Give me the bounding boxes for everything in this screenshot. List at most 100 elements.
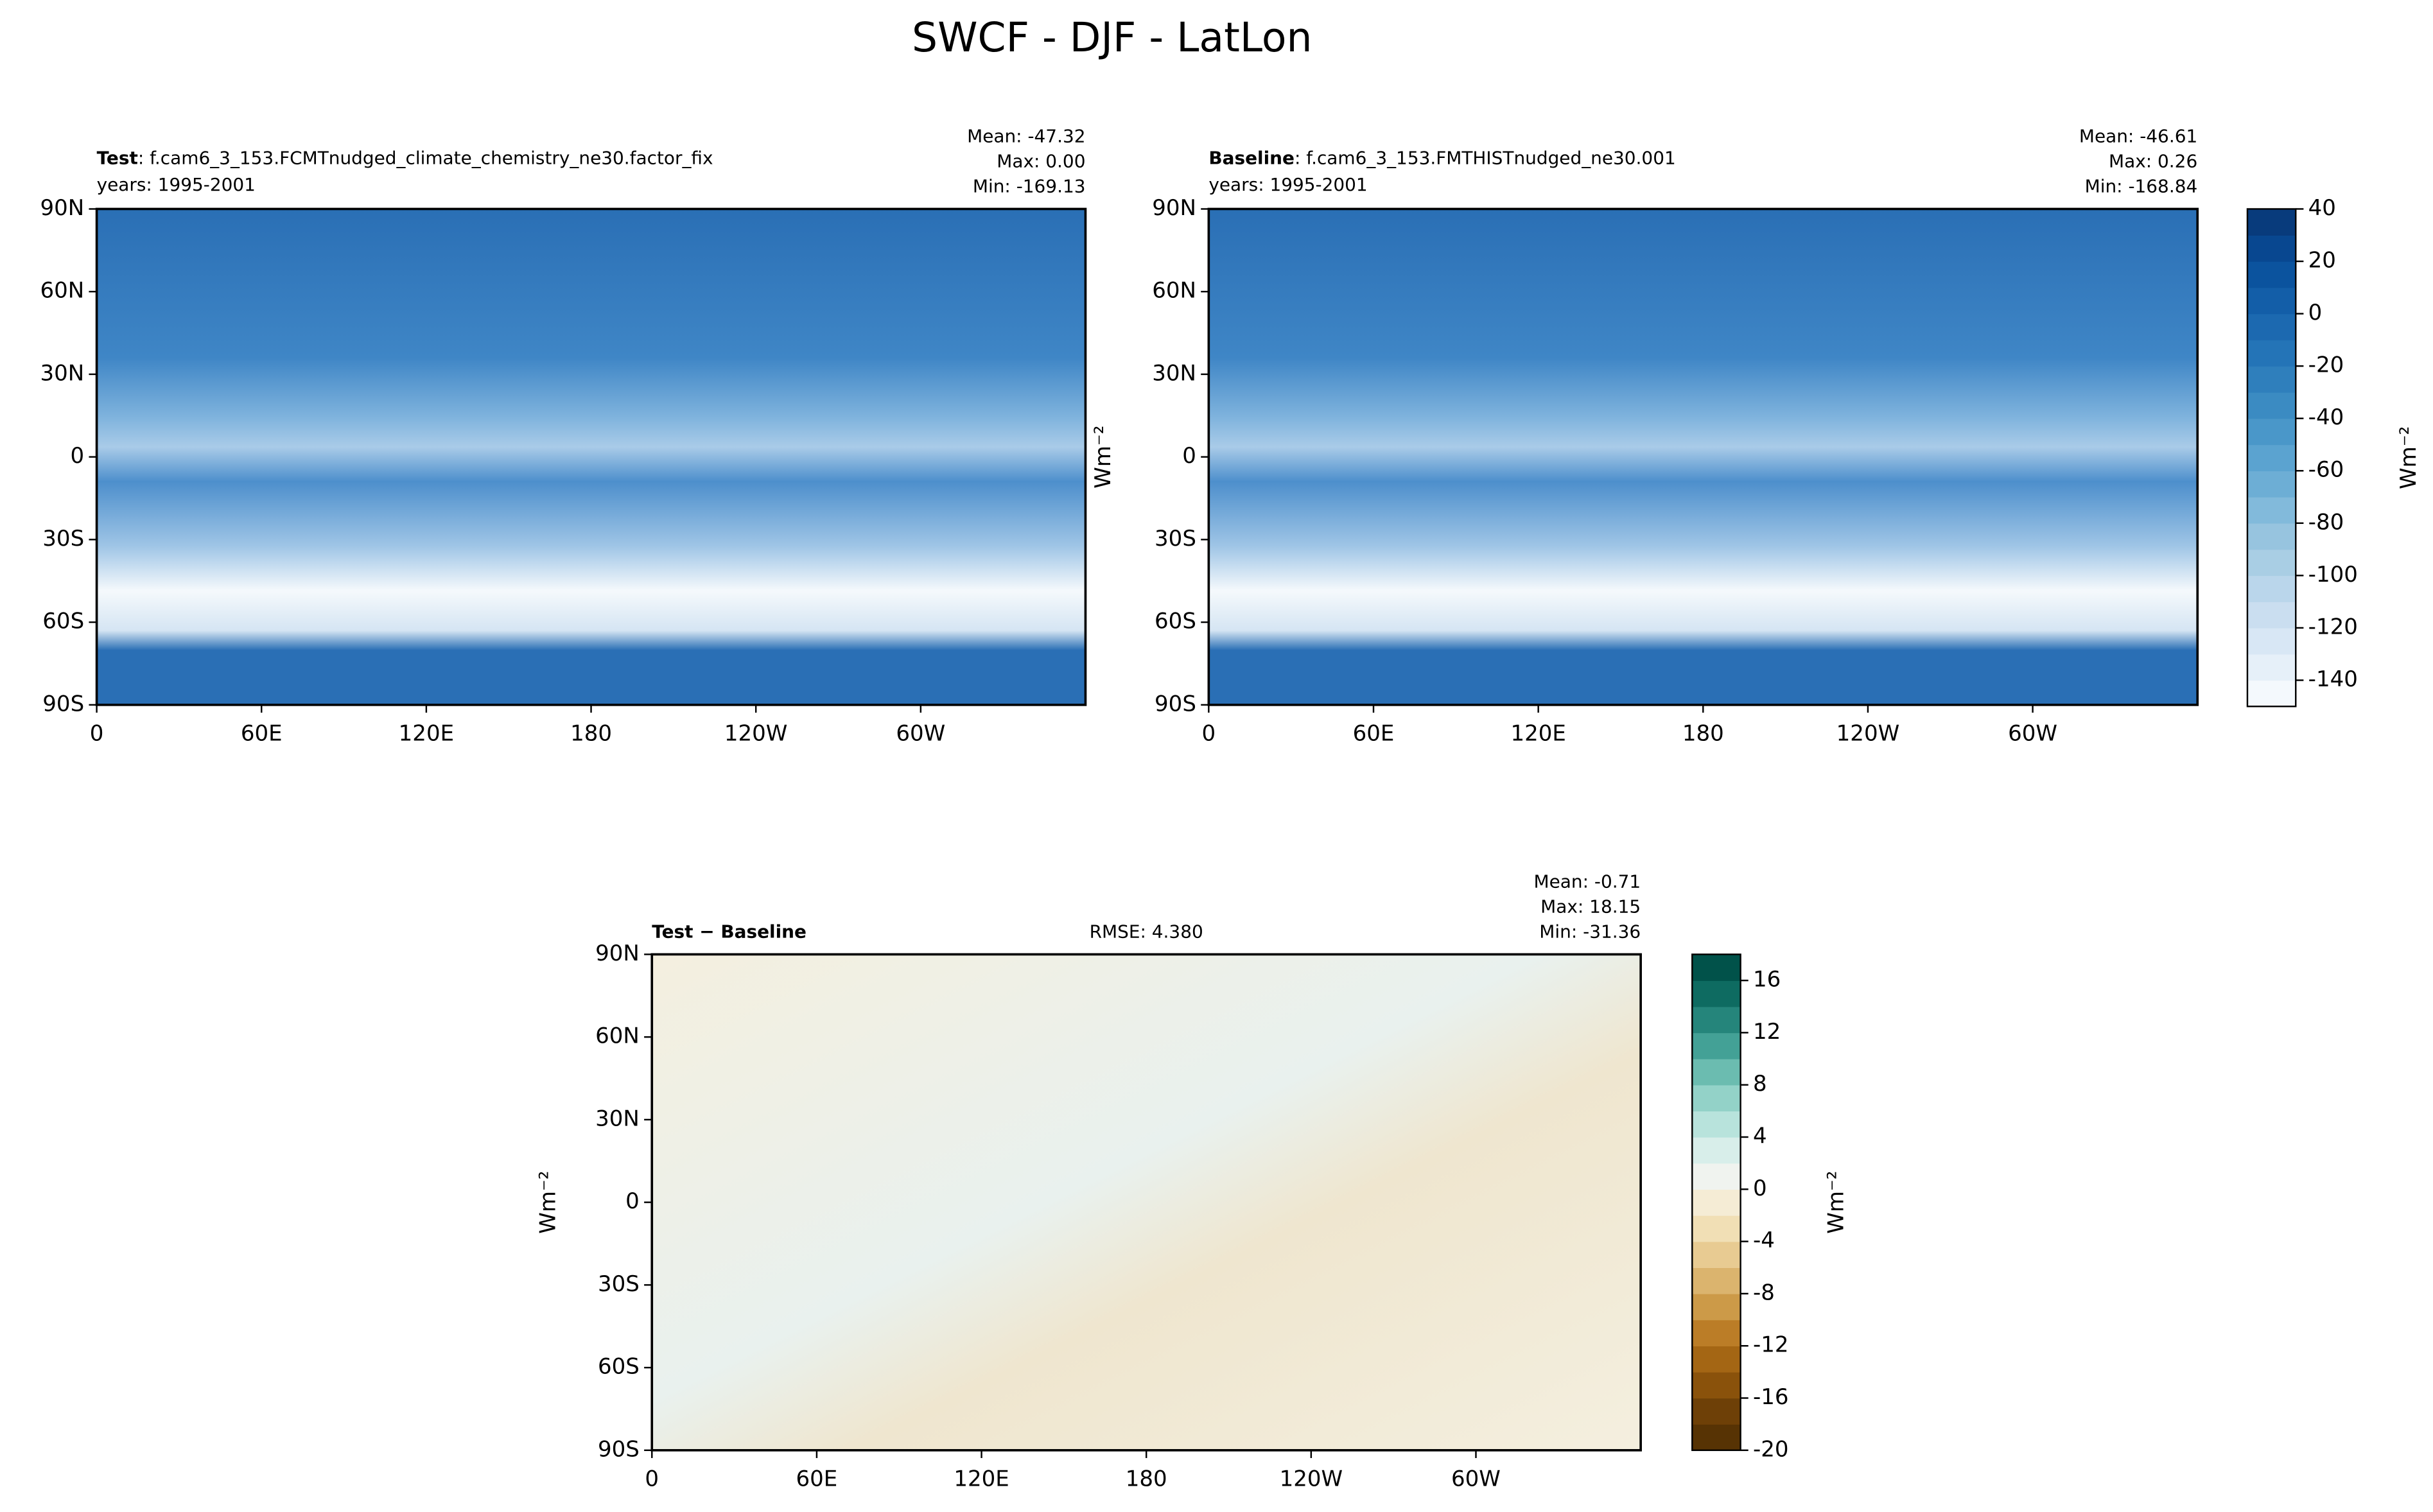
colorbar-band	[2247, 497, 2296, 524]
x-tick-label: 120W	[1280, 1466, 1343, 1491]
x-tick-label: 60W	[2008, 720, 2057, 746]
colorbar-tick-label: -100	[2308, 562, 2358, 587]
colorbar-band	[2247, 575, 2296, 602]
stat: Min: -31.36	[1539, 921, 1641, 942]
colorbar-band	[2247, 549, 2296, 577]
colorbar-tick-label: 16	[1753, 967, 1781, 993]
y-tick-label: 30N	[40, 360, 84, 386]
panel-header: Test: f.cam6_3_153.FCMTnudged_climate_ch…	[97, 148, 713, 169]
colorbar-band	[1692, 1215, 1741, 1242]
colorbar-band	[2247, 209, 2296, 236]
x-tick-label: 120E	[399, 720, 454, 746]
y-axis-label: Wm⁻²	[535, 1170, 561, 1233]
colorbar-band	[2247, 366, 2296, 393]
colorbar-band	[2247, 444, 2296, 471]
years: years: 1995-2001	[1208, 174, 1367, 195]
colorbar-band	[2247, 680, 2296, 707]
panel-header: Test − Baseline	[652, 921, 807, 942]
stat: Min: -169.13	[973, 175, 1086, 196]
x-tick-label: 180	[1682, 720, 1724, 746]
map-field	[1208, 209, 2198, 705]
map-field	[96, 209, 1086, 705]
x-tick-label: 60W	[896, 720, 945, 746]
y-tick-label: 30S	[42, 526, 84, 552]
years: years: 1995-2001	[97, 174, 256, 195]
colorbar-band	[2247, 523, 2296, 550]
colorbar-frame	[2246, 208, 2297, 708]
colorbar-band	[1692, 1111, 1741, 1138]
stat: Mean: -47.32	[967, 126, 1085, 147]
y-tick-label: 90N	[1152, 195, 1196, 221]
x-tick-label: 60W	[1451, 1466, 1501, 1491]
colorbar-tick-label: -60	[2308, 457, 2344, 483]
case-name: : f.cam6_3_153.FMTHISTnudged_ne30.001	[1295, 148, 1676, 169]
colorbar-band	[2247, 392, 2296, 419]
y-tick-label: 0	[71, 443, 85, 469]
colorbar-tick-label: -12	[1753, 1332, 1789, 1358]
y-tick-label: 60S	[598, 1354, 640, 1380]
panel-name: Baseline	[1208, 148, 1295, 169]
colorbar-band	[1692, 1059, 1741, 1086]
colorbar-tick-label: -40	[2308, 404, 2344, 430]
case-name: : f.cam6_3_153.FCMTnudged_climate_chemis…	[138, 148, 713, 169]
colorbar-tick-label: 4	[1753, 1124, 1767, 1149]
y-tick-label: 90S	[1155, 691, 1196, 717]
y-tick-label: 60N	[595, 1023, 640, 1049]
colorbar-band	[2247, 235, 2296, 262]
stat: Mean: -46.61	[2079, 126, 2197, 147]
colorbar-tick-label: -8	[1753, 1280, 1775, 1305]
colorbar-band	[1692, 980, 1741, 1007]
x-tick-label: 0	[90, 720, 104, 746]
colorbar-band	[2247, 418, 2296, 446]
rmse: RMSE: 4.380	[1090, 921, 1203, 942]
x-tick-label: 120E	[1510, 720, 1565, 746]
colorbar-tick-label: 8	[1753, 1071, 1767, 1097]
x-tick-label: 120E	[954, 1466, 1009, 1491]
colorbar-tick-label: 0	[1753, 1176, 1767, 1201]
colorbar-band	[2247, 654, 2296, 681]
x-tick-label: 180	[1126, 1466, 1167, 1491]
x-tick-label: 60E	[1353, 720, 1395, 746]
colorbar-band	[1692, 1371, 1741, 1399]
map-field	[652, 954, 1641, 1450]
colorbar-band	[1692, 1346, 1741, 1373]
colorbar-band	[1692, 1319, 1741, 1346]
colorbar-band	[1692, 1267, 1741, 1294]
colorbar-tick-label: -16	[1753, 1384, 1789, 1410]
colorbar-label: Wm⁻²	[1824, 1170, 1849, 1233]
colorbar-label: Wm⁻²	[2396, 426, 2421, 489]
colorbar-tick-label: -20	[2308, 352, 2344, 378]
colorbar-band	[1692, 1137, 1741, 1164]
colorbar-band	[2247, 627, 2296, 655]
colorbar-tick-label: 40	[2308, 195, 2336, 221]
colorbar-tick-label: 20	[2308, 248, 2336, 274]
colorbar-band	[1692, 1006, 1741, 1034]
x-tick-label: 120W	[1836, 720, 1900, 746]
y-tick-label: 30N	[1152, 360, 1196, 386]
panel-header: Baseline: f.cam6_3_153.FMTHISTnudged_ne3…	[1208, 148, 1675, 169]
colorbar-tick-label: 0	[2308, 300, 2323, 326]
stat: Max: 0.26	[2109, 151, 2197, 172]
stat: Min: -168.84	[2085, 175, 2198, 196]
y-tick-label: 60N	[1152, 278, 1196, 304]
y-tick-label: 90N	[595, 941, 640, 966]
colorbar-band	[1692, 1163, 1741, 1190]
colorbar-tick-label: -120	[2308, 614, 2358, 639]
colorbar-band	[2247, 602, 2296, 629]
colorbar-band	[2247, 313, 2296, 341]
y-tick-label: 60S	[1155, 609, 1196, 634]
colorbar-band	[2247, 340, 2296, 367]
figure-title: SWCF - DJF - LatLon	[912, 13, 1312, 61]
colorbar-tick-label: -140	[2308, 666, 2358, 692]
colorbar-frame	[1691, 953, 1741, 1452]
x-tick-label: 60E	[796, 1466, 838, 1491]
colorbar-band	[1692, 1241, 1741, 1268]
y-axis-label: Wm⁻²	[1090, 425, 1116, 488]
colorbar-tick-label: -20	[1753, 1436, 1789, 1462]
y-tick-label: 90S	[42, 691, 84, 717]
colorbar-band	[1692, 1424, 1741, 1451]
x-tick-label: 180	[570, 720, 612, 746]
y-tick-label: 60N	[40, 278, 84, 304]
